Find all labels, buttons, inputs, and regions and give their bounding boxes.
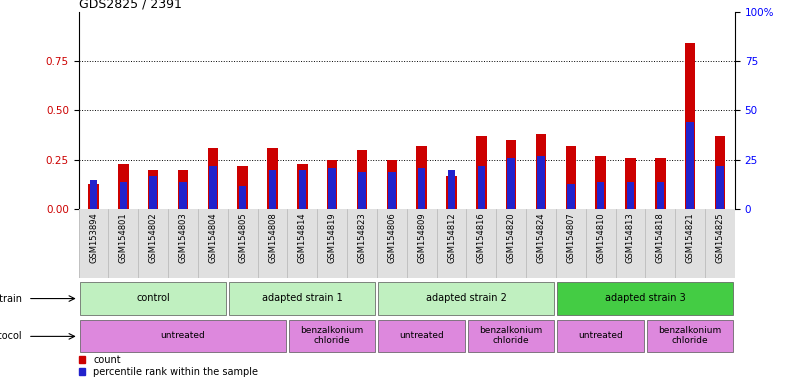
Bar bbox=[388, 172, 395, 209]
Bar bbox=[647, 321, 733, 352]
Bar bbox=[566, 146, 576, 209]
Bar bbox=[148, 170, 159, 209]
Bar bbox=[119, 182, 127, 209]
Text: adapted strain 3: adapted strain 3 bbox=[605, 293, 686, 303]
Text: untreated: untreated bbox=[578, 331, 623, 340]
Text: GSM154806: GSM154806 bbox=[387, 213, 396, 263]
Bar bbox=[685, 43, 696, 209]
Bar bbox=[118, 164, 129, 209]
Text: GSM154807: GSM154807 bbox=[567, 213, 575, 263]
Bar bbox=[446, 175, 457, 209]
Bar bbox=[626, 182, 634, 209]
Bar bbox=[686, 122, 694, 209]
Text: GSM154812: GSM154812 bbox=[447, 213, 456, 263]
Bar bbox=[418, 168, 425, 209]
Bar bbox=[289, 321, 376, 352]
Text: GSM153894: GSM153894 bbox=[89, 213, 98, 263]
Bar bbox=[378, 282, 554, 315]
Bar bbox=[358, 172, 365, 209]
Text: GSM154825: GSM154825 bbox=[715, 213, 725, 263]
Text: GSM154820: GSM154820 bbox=[507, 213, 516, 263]
Bar bbox=[508, 158, 515, 209]
Bar bbox=[327, 160, 337, 209]
Text: GSM154813: GSM154813 bbox=[626, 213, 635, 263]
Bar bbox=[417, 146, 427, 209]
Bar bbox=[626, 158, 636, 209]
Bar bbox=[378, 321, 465, 352]
Bar bbox=[387, 160, 397, 209]
Bar bbox=[357, 150, 367, 209]
Bar bbox=[448, 170, 455, 209]
Bar bbox=[536, 134, 546, 209]
Text: GSM154823: GSM154823 bbox=[358, 213, 366, 263]
Text: benzalkonium
chloride: benzalkonium chloride bbox=[300, 326, 364, 345]
Text: GSM154814: GSM154814 bbox=[298, 213, 307, 263]
Bar bbox=[716, 166, 724, 209]
Text: benzalkonium
chloride: benzalkonium chloride bbox=[479, 326, 543, 345]
Bar bbox=[557, 282, 733, 315]
Text: GSM154824: GSM154824 bbox=[537, 213, 545, 263]
Bar bbox=[80, 321, 286, 352]
Text: GSM154810: GSM154810 bbox=[596, 213, 605, 263]
Text: GSM154802: GSM154802 bbox=[149, 213, 158, 263]
Text: strain: strain bbox=[0, 293, 22, 304]
Bar bbox=[329, 168, 336, 209]
Text: GSM154819: GSM154819 bbox=[328, 213, 336, 263]
Bar bbox=[597, 182, 604, 209]
Legend: count, percentile rank within the sample: count, percentile rank within the sample bbox=[79, 355, 258, 377]
Bar bbox=[237, 166, 248, 209]
Bar bbox=[538, 156, 545, 209]
Bar bbox=[468, 321, 554, 352]
Text: untreated: untreated bbox=[160, 331, 205, 340]
Text: adapted strain 1: adapted strain 1 bbox=[262, 293, 343, 303]
Text: GSM154808: GSM154808 bbox=[268, 213, 277, 263]
Text: GSM154803: GSM154803 bbox=[178, 213, 188, 263]
Bar bbox=[596, 156, 606, 209]
Bar bbox=[230, 282, 376, 315]
Text: GSM154805: GSM154805 bbox=[238, 213, 247, 263]
Bar bbox=[209, 166, 217, 209]
Text: control: control bbox=[136, 293, 170, 303]
Bar bbox=[299, 170, 306, 209]
Bar bbox=[655, 158, 666, 209]
Bar bbox=[178, 170, 188, 209]
Bar bbox=[567, 184, 575, 209]
Bar bbox=[149, 175, 157, 209]
Bar bbox=[506, 140, 516, 209]
Text: adapted strain 2: adapted strain 2 bbox=[426, 293, 507, 303]
Bar bbox=[656, 182, 664, 209]
Text: GSM154804: GSM154804 bbox=[208, 213, 218, 263]
Text: GSM154818: GSM154818 bbox=[656, 213, 665, 263]
Bar bbox=[90, 180, 97, 209]
Bar bbox=[239, 185, 246, 209]
Text: untreated: untreated bbox=[399, 331, 444, 340]
Text: GDS2825 / 2391: GDS2825 / 2391 bbox=[79, 0, 182, 10]
Bar bbox=[297, 164, 307, 209]
Bar bbox=[476, 136, 487, 209]
Text: GSM154821: GSM154821 bbox=[685, 213, 695, 263]
Bar bbox=[208, 148, 218, 209]
Bar bbox=[714, 136, 725, 209]
Bar bbox=[80, 282, 226, 315]
Text: growth protocol: growth protocol bbox=[0, 331, 22, 341]
Text: GSM154809: GSM154809 bbox=[417, 213, 426, 263]
Bar bbox=[478, 166, 485, 209]
Bar bbox=[269, 170, 276, 209]
Text: benzalkonium
chloride: benzalkonium chloride bbox=[659, 326, 722, 345]
Bar bbox=[88, 184, 99, 209]
Bar bbox=[267, 148, 277, 209]
Bar bbox=[179, 182, 187, 209]
Bar bbox=[557, 321, 644, 352]
Text: GSM154816: GSM154816 bbox=[477, 213, 486, 263]
Text: GSM154801: GSM154801 bbox=[119, 213, 128, 263]
